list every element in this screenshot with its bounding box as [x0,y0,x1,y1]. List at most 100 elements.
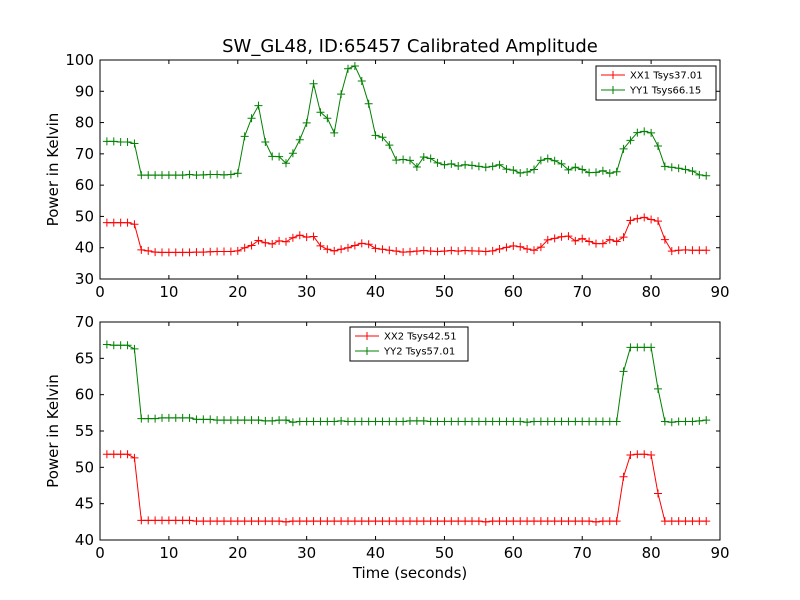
data-point [474,162,483,171]
data-point [564,232,573,241]
data-point [502,517,511,526]
data-point [371,131,380,140]
data-point [688,417,697,426]
data-point [681,417,690,426]
data-point [316,417,325,426]
data-point [144,171,153,180]
data-point [461,417,470,426]
data-point [171,248,180,257]
data-point [116,341,125,350]
data-point [206,517,215,526]
data-point [426,247,435,256]
data-point [564,517,573,526]
data-point [468,246,476,255]
data-point [695,416,704,425]
y-tick-label: 90 [75,82,94,100]
legend-label: YY1 Tsys66.15 [629,86,701,97]
data-point [523,168,532,177]
data-point [220,170,228,179]
data-point [502,165,511,174]
data-point [337,416,346,425]
x-tick-label: 40 [366,283,385,301]
x-tick-label: 20 [228,283,247,301]
data-point [454,517,463,526]
data-point [509,241,518,250]
data-point [530,246,538,255]
data-point [302,118,311,127]
data-point [240,416,249,425]
data-point [226,416,235,425]
y-tick-label: 55 [75,422,94,440]
data-point [130,344,139,353]
data-point [102,137,111,146]
data-point [605,417,614,426]
data-point [557,159,566,168]
data-point [350,417,359,426]
data-point [130,220,139,229]
data-point [240,517,249,526]
data-point [426,417,435,426]
data-point [254,416,263,425]
data-point [337,245,346,254]
data-point [385,141,394,150]
data-point [654,489,662,498]
data-point [399,155,408,164]
data-point [626,450,635,459]
data-point [612,417,621,426]
data-point [302,233,311,242]
data-point [688,517,697,526]
data-point [406,247,414,256]
x-tick-label: 0 [95,283,105,301]
data-point [233,416,242,425]
data-point [481,517,490,526]
data-point [261,137,270,146]
data-point [523,418,532,427]
series-1 [102,61,711,180]
data-point [543,154,552,163]
data-point [378,245,387,254]
legend-box [349,326,469,362]
data-point [516,517,525,526]
data-point [337,517,346,526]
data-point [178,413,187,422]
data-point [206,170,215,179]
data-point [199,248,208,257]
data-point [192,517,201,526]
data-point [164,171,173,180]
data-point [412,162,421,171]
bottom-plot: 0 10 20 30 40 50 60 70 80 90 40 45 50 55 60 65 70 Power i… [44,313,730,562]
data-point [447,246,456,255]
data-point [433,247,442,256]
chart-title: SW_GL48, ID:65457 Calibrated Amplitude [222,36,598,57]
data-point [619,472,628,481]
data-point [116,137,125,146]
data-point [226,517,235,526]
data-point [454,247,463,256]
data-point [247,241,256,250]
data-point [282,159,290,168]
x-tick-label: 80 [642,283,661,301]
data-point [536,243,545,252]
data-point [509,166,518,175]
data-point [275,152,284,161]
data-point [695,246,704,255]
data-point [392,156,401,165]
x-tick-label: 70 [573,544,592,562]
x-tick-label: 50 [435,283,454,301]
data-point [667,418,676,427]
data-point [598,417,607,426]
x-tick-label: 60 [504,544,523,562]
data-point [199,415,208,424]
data-point [233,517,242,526]
data-point [158,171,166,180]
series-1 [102,340,711,427]
data-point [268,517,277,526]
data-point [164,516,173,525]
data-point [695,170,704,179]
legend-marker [609,71,617,79]
data-point [578,517,587,526]
data-point [406,517,414,526]
y-tick-label: 40 [75,531,94,549]
data-point [123,137,132,146]
